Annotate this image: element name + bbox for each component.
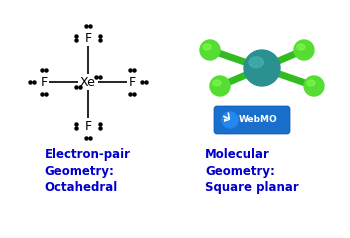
Circle shape <box>210 76 230 96</box>
Ellipse shape <box>213 80 221 86</box>
Text: F: F <box>84 31 92 45</box>
Circle shape <box>244 50 280 86</box>
Circle shape <box>200 40 220 60</box>
Circle shape <box>294 40 314 60</box>
Text: Molecular
Geometry:
Square planar: Molecular Geometry: Square planar <box>205 148 299 194</box>
Text: F: F <box>128 75 135 89</box>
Text: F: F <box>84 119 92 133</box>
Ellipse shape <box>249 57 264 68</box>
Text: Xe: Xe <box>80 75 96 89</box>
Text: F: F <box>41 75 48 89</box>
Ellipse shape <box>307 80 315 86</box>
Circle shape <box>304 76 324 96</box>
Circle shape <box>222 112 238 128</box>
Text: WebMO: WebMO <box>239 115 277 124</box>
Ellipse shape <box>203 44 211 50</box>
Text: Electron-pair
Geometry:
Octahedral: Electron-pair Geometry: Octahedral <box>44 148 131 194</box>
Ellipse shape <box>297 44 305 50</box>
FancyBboxPatch shape <box>214 106 290 134</box>
Text: ►: ► <box>224 117 230 123</box>
